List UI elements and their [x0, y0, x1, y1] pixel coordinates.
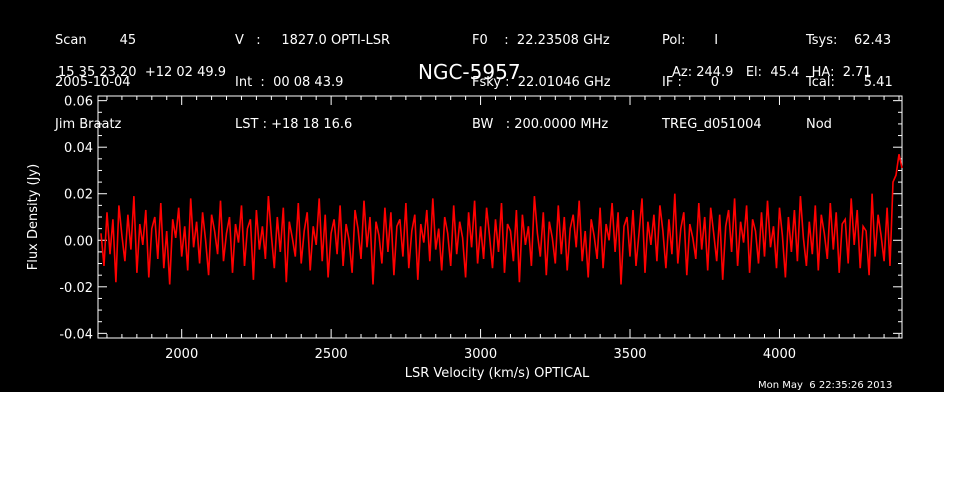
- x-tick-label: 3000: [464, 347, 497, 362]
- source-coordinates: 15 35 23.20 +12 02 49.9: [58, 65, 227, 80]
- spectrum-series-line: [100, 154, 903, 285]
- header-col-frequency: F0 : 22.23508 GHz Fsky : 22.01046 GHz BW…: [472, 6, 611, 146]
- render-timestamp: Mon May 6 22:35:26 2013: [758, 380, 893, 391]
- tsys-value: Tsys: 62.43: [806, 33, 892, 48]
- header-col-scan: Scan 45 2005-10-04 Jim Braatz: [55, 6, 136, 146]
- plot-panel: [0, 0, 944, 392]
- header-col-polarization: Pol: I IF : 0 TREG_d051004: [662, 6, 762, 146]
- y-tick-label: -0.04: [59, 327, 93, 342]
- source-title: NGC-5957: [418, 60, 521, 84]
- lst-value: LST : +18 18 16.6: [235, 117, 353, 132]
- x-tick-label: 2500: [315, 347, 348, 362]
- spectrum-chart: 2000 2500 3000 3500 4000 -0.04 -0.02 0.00 0.02 0…: [26, 95, 903, 381]
- header-col-tsys: Tsys: 62.43 Tcal: 5.41 Nod: [806, 6, 893, 146]
- observer-name: Jim Braatz: [55, 117, 122, 132]
- series-group: [100, 154, 903, 285]
- bandwidth: BW : 200.0000 MHz: [472, 117, 609, 132]
- pointing-info: Az: 244.9 El: 45.4 HA: 2.71: [672, 65, 872, 80]
- x-tick-label: 2000: [165, 347, 198, 362]
- if-number: IF : 0: [662, 75, 720, 90]
- y-tick-label: 0.00: [64, 234, 93, 249]
- rest-frequency: F0 : 22.23508 GHz: [472, 33, 610, 48]
- y-tick-label: 0.04: [64, 141, 93, 156]
- y-axis-label: Flux Density (Jy): [26, 164, 41, 270]
- y-tick-label: -0.02: [59, 281, 93, 296]
- header-col-velocity: V : 1827.0 OPTI-LSR Int : 00 08 43.9 LST…: [235, 6, 390, 146]
- integration-time: Int : 00 08 43.9: [235, 75, 344, 90]
- nod-label: Nod: [806, 117, 832, 132]
- observation-date: 2005-10-04: [55, 75, 131, 90]
- scan-number: Scan 45: [55, 33, 137, 48]
- y-axis-ticks: -0.04 -0.02 0.00 0.02 0.04 0.06: [59, 95, 902, 342]
- treg-id: TREG_d051004: [662, 117, 762, 132]
- y-tick-label: 0.02: [64, 188, 93, 203]
- y-tick-label: 0.06: [64, 95, 93, 110]
- x-tick-label: 4000: [763, 347, 796, 362]
- polarization: Pol: I: [662, 33, 719, 48]
- sky-frequency: Fsky : 22.01046 GHz: [472, 75, 611, 90]
- velocity-value: V : 1827.0 OPTI-LSR: [235, 33, 391, 48]
- tcal-value: Tcal: 5.41: [806, 75, 893, 90]
- x-axis-label: LSR Velocity (km/s) OPTICAL: [405, 366, 590, 381]
- x-tick-label: 3500: [613, 347, 646, 362]
- x-axis-ticks: 2000 2500 3000 3500 4000: [106, 96, 900, 362]
